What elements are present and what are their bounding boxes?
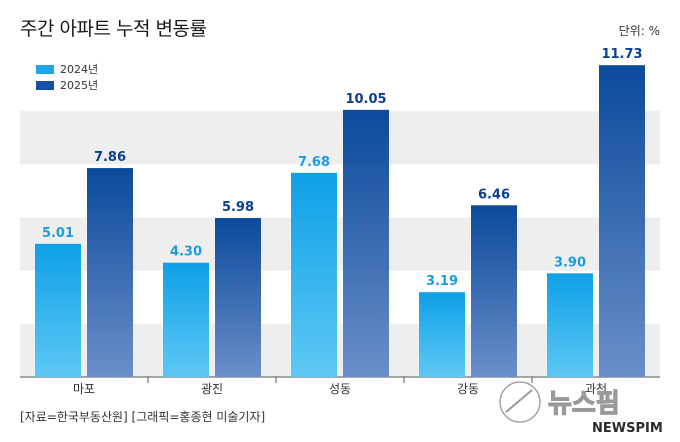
source-credit: [자료=한국부동산원] [그래픽=홍종현 미술기자] — [20, 410, 266, 424]
grid-band — [20, 111, 660, 165]
x-tick-label: 광진 — [201, 382, 223, 396]
data-label: 3.90 — [554, 255, 586, 270]
newspim-watermark: 뉴스핌 NEWSPIM — [499, 381, 663, 436]
x-tick-label: 강동 — [457, 382, 479, 396]
data-label: 4.30 — [170, 245, 202, 260]
legend-item-2024: 2024년 — [36, 61, 98, 77]
bar — [471, 205, 517, 377]
data-label: 7.86 — [94, 150, 126, 165]
legend-label-2024: 2024년 — [60, 63, 99, 76]
bar — [599, 65, 645, 378]
data-label: 5.01 — [42, 226, 74, 241]
legend-label-2025: 2025년 — [60, 79, 99, 92]
data-label: 6.46 — [478, 187, 510, 202]
legend-item-2025: 2025년 — [36, 77, 98, 93]
legend-swatch-2025 — [36, 80, 54, 90]
watermark-text: 뉴스핌 — [548, 389, 620, 419]
data-label: 11.73 — [601, 47, 642, 62]
data-label: 10.05 — [345, 92, 386, 107]
watermark-subtext: NEWSPIM — [592, 421, 663, 436]
bar — [163, 262, 209, 377]
bar — [547, 273, 593, 377]
legend: 2024년 2025년 — [36, 61, 98, 93]
unit-label: 단위: % — [618, 24, 660, 38]
x-tick-label: 성동 — [329, 382, 351, 396]
chart-title: 주간 아파트 누적 변동률 — [20, 18, 207, 40]
bar — [35, 243, 81, 377]
bar — [215, 218, 261, 377]
x-tick-label: 과천 — [585, 381, 607, 396]
data-label: 5.98 — [222, 200, 254, 215]
data-label: 7.68 — [298, 155, 330, 170]
legend-swatch-2024 — [36, 64, 54, 74]
data-label: 3.19 — [426, 274, 458, 289]
bar — [419, 292, 465, 377]
bar — [343, 109, 389, 378]
bar — [87, 168, 133, 377]
bar — [291, 172, 337, 377]
x-tick-label: 마포 — [73, 382, 95, 396]
